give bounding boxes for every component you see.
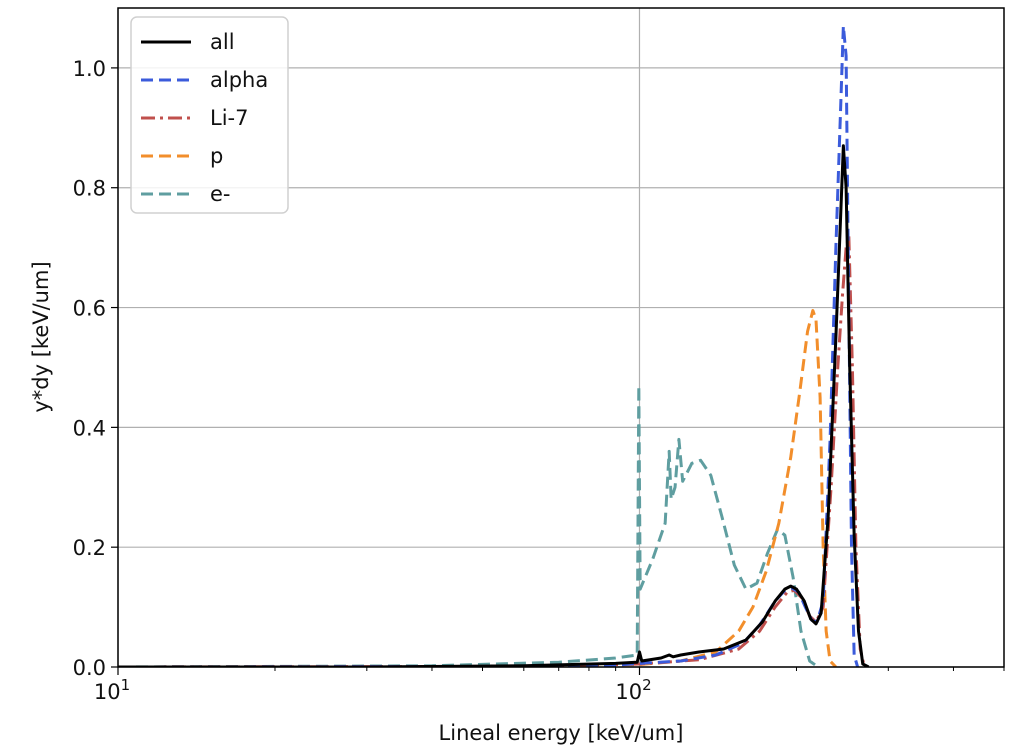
y-axis-label: y*dy [keV/um] xyxy=(29,261,53,412)
x-tick-base: 10 xyxy=(94,680,121,704)
series-line-e- xyxy=(118,383,819,667)
legend-label: alpha xyxy=(210,68,268,92)
x-tick-label: 102 xyxy=(615,676,651,704)
y-tick-label: 0.6 xyxy=(73,297,106,321)
series-lines xyxy=(118,24,870,667)
y-tick-label: 0.2 xyxy=(73,536,106,560)
x-tick-exponent: 2 xyxy=(642,676,652,694)
x-axis-label: Lineal energy [keV/um] xyxy=(439,721,684,745)
x-tick-base: 10 xyxy=(615,680,642,704)
y-tick-label: 1.0 xyxy=(73,57,106,81)
series-line-all xyxy=(118,144,870,667)
legend-label: all xyxy=(210,30,235,54)
legend-label: e- xyxy=(210,182,231,206)
x-tick-exponent: 1 xyxy=(121,676,131,694)
y-tick-label: 0.8 xyxy=(73,177,106,201)
plot-frame xyxy=(117,7,1005,668)
y-tick-label: 0.4 xyxy=(73,416,106,440)
legend-box xyxy=(130,16,289,214)
legend: all alpha Li-7 p e- xyxy=(130,16,289,214)
legend-label: Li-7 xyxy=(210,106,248,130)
x-tick-label: 101 xyxy=(94,676,130,704)
legend-label: p xyxy=(210,144,223,168)
y-tick-label: 0.0 xyxy=(73,656,106,680)
